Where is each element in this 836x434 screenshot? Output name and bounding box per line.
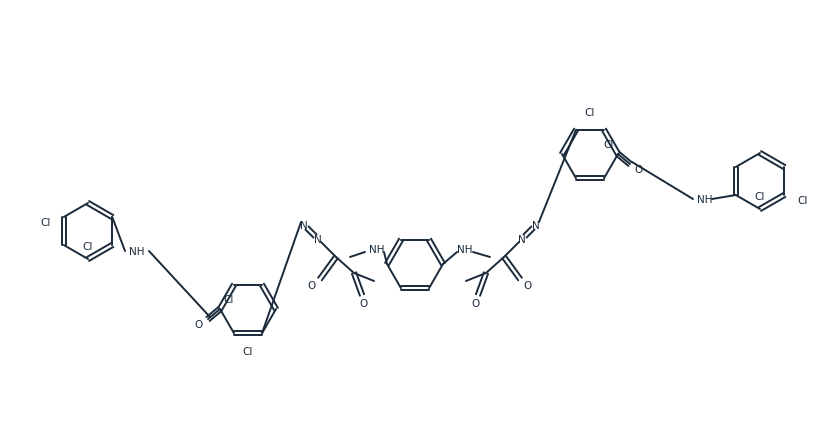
Text: Cl: Cl <box>754 191 764 201</box>
Text: Cl: Cl <box>796 196 807 206</box>
Text: N: N <box>314 234 322 244</box>
Text: Cl: Cl <box>40 217 51 227</box>
Text: Cl: Cl <box>584 108 594 118</box>
Text: NH: NH <box>696 194 712 204</box>
Text: Cl: Cl <box>603 139 614 149</box>
Text: O: O <box>523 280 532 290</box>
Text: O: O <box>195 319 203 329</box>
Text: N: N <box>532 220 539 230</box>
Text: Cl: Cl <box>223 294 234 304</box>
Text: NH: NH <box>369 244 385 254</box>
Text: O: O <box>308 280 316 290</box>
Text: N: N <box>517 234 525 244</box>
Text: NH: NH <box>456 244 472 254</box>
Text: O: O <box>635 164 642 174</box>
Text: Cl: Cl <box>242 346 252 356</box>
Text: O: O <box>472 298 480 308</box>
Text: NH: NH <box>129 247 145 256</box>
Text: N: N <box>300 220 308 230</box>
Text: O: O <box>359 298 368 308</box>
Text: Cl: Cl <box>83 241 93 251</box>
